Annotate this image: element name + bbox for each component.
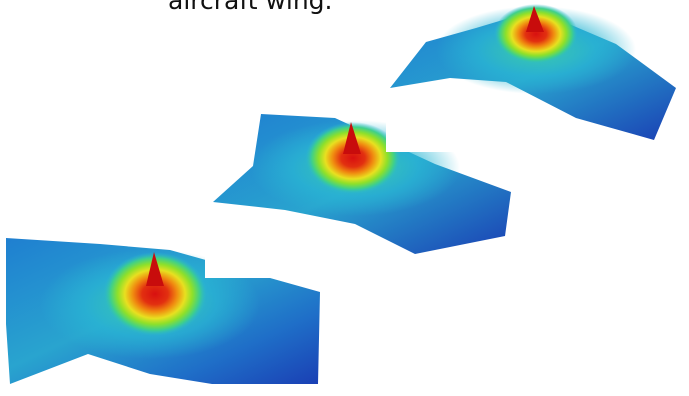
surface-peak	[494, 4, 578, 64]
surface-peak-tip	[343, 122, 361, 154]
surface-peak	[103, 252, 207, 336]
surface-peak-tip	[526, 6, 544, 32]
surface-peak	[305, 122, 401, 194]
figure-caption: aircraft wing.	[168, 0, 333, 15]
surface-peak-tip	[146, 252, 164, 286]
surface-graphic	[390, 4, 676, 140]
stress-surface-plot-3	[386, 0, 686, 152]
